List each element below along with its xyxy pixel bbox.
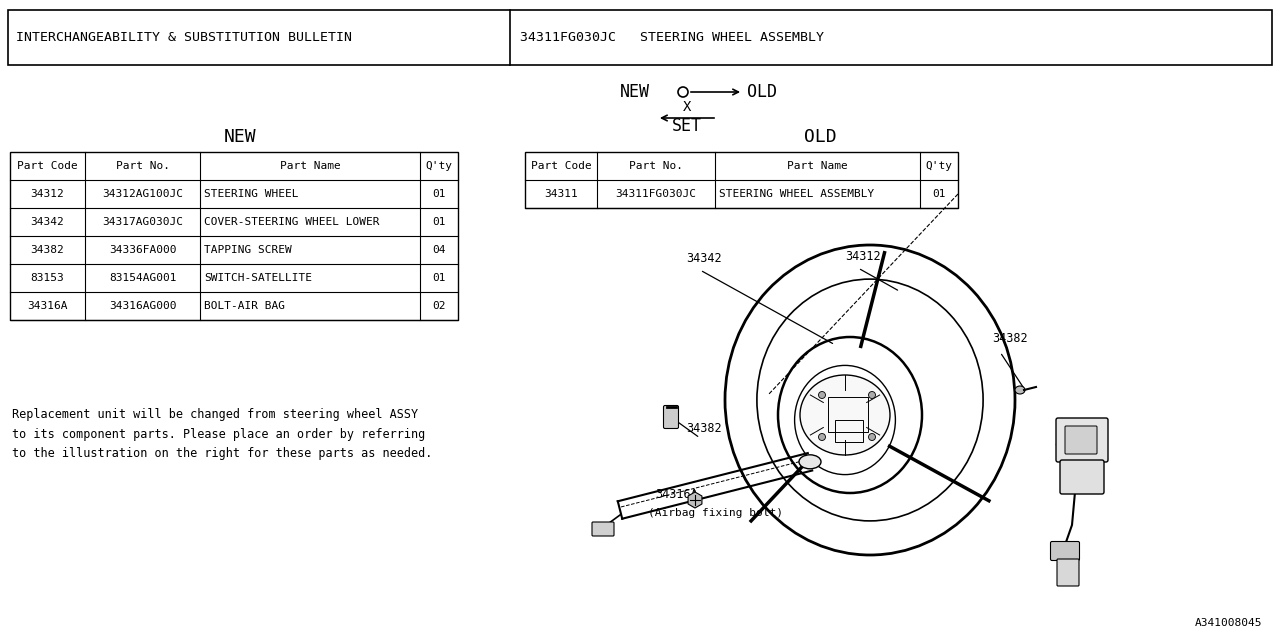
Text: 01: 01 <box>433 273 445 283</box>
FancyBboxPatch shape <box>1056 418 1108 462</box>
Text: Part No.: Part No. <box>628 161 684 171</box>
Text: Part Name: Part Name <box>279 161 340 171</box>
Text: 34382: 34382 <box>992 332 1028 345</box>
Text: (Airbag fixing bolt): (Airbag fixing bolt) <box>648 508 783 518</box>
Text: 01: 01 <box>433 189 445 199</box>
Bar <box>8 10 1272 65</box>
Text: 34316A: 34316A <box>655 488 698 501</box>
Text: OLD: OLD <box>748 83 777 101</box>
Text: 34382: 34382 <box>31 245 64 255</box>
Bar <box>828 397 868 432</box>
Text: Q'ty: Q'ty <box>925 161 952 171</box>
FancyBboxPatch shape <box>1051 541 1079 561</box>
Text: 83154AG001: 83154AG001 <box>109 273 177 283</box>
Text: 34342: 34342 <box>31 217 64 227</box>
Text: SWITCH-SATELLITE: SWITCH-SATELLITE <box>204 273 312 283</box>
Text: TAPPING SCREW: TAPPING SCREW <box>204 245 292 255</box>
FancyBboxPatch shape <box>591 522 614 536</box>
Ellipse shape <box>799 455 820 469</box>
Text: 34312AG100JC: 34312AG100JC <box>102 189 183 199</box>
Text: 34342: 34342 <box>686 252 722 265</box>
FancyBboxPatch shape <box>1057 559 1079 586</box>
Text: STEERING WHEEL: STEERING WHEEL <box>204 189 298 199</box>
Bar <box>10 152 458 320</box>
Text: Part No.: Part No. <box>115 161 169 171</box>
FancyBboxPatch shape <box>1060 460 1103 494</box>
Text: STEERING WHEEL ASSEMBLY: STEERING WHEEL ASSEMBLY <box>719 189 874 199</box>
Text: Q'ty: Q'ty <box>425 161 453 171</box>
Text: NEW: NEW <box>620 83 650 101</box>
Circle shape <box>869 433 876 440</box>
Text: 83153: 83153 <box>31 273 64 283</box>
Text: 34382: 34382 <box>686 422 722 435</box>
Text: 01: 01 <box>932 189 946 199</box>
Text: Part Code: Part Code <box>17 161 78 171</box>
Bar <box>525 152 957 208</box>
Text: Part Code: Part Code <box>531 161 591 171</box>
Text: 34311FG030JC: 34311FG030JC <box>616 189 696 199</box>
Circle shape <box>818 433 826 440</box>
Text: 01: 01 <box>433 217 445 227</box>
FancyBboxPatch shape <box>1065 426 1097 454</box>
Text: SET: SET <box>672 117 701 135</box>
Text: 34311FG030JC   STEERING WHEEL ASSEMBLY: 34311FG030JC STEERING WHEEL ASSEMBLY <box>520 31 824 44</box>
Text: NEW: NEW <box>224 128 256 146</box>
Text: 34316AG000: 34316AG000 <box>109 301 177 311</box>
Text: 34312: 34312 <box>845 250 881 263</box>
Text: BOLT-AIR BAG: BOLT-AIR BAG <box>204 301 285 311</box>
Text: 04: 04 <box>433 245 445 255</box>
Text: 34317AG030JC: 34317AG030JC <box>102 217 183 227</box>
Circle shape <box>818 392 826 399</box>
Text: 83153: 83153 <box>1053 437 1089 450</box>
Text: 34316A: 34316A <box>27 301 68 311</box>
Text: Replacement unit will be changed from steering wheel ASSY
to its component parts: Replacement unit will be changed from st… <box>12 408 433 460</box>
Text: 34312: 34312 <box>31 189 64 199</box>
Text: Part Name: Part Name <box>787 161 847 171</box>
Circle shape <box>869 392 876 399</box>
Text: COVER-STEERING WHEEL LOWER: COVER-STEERING WHEEL LOWER <box>204 217 379 227</box>
Text: A341008045: A341008045 <box>1194 618 1262 628</box>
Text: 34336FA000: 34336FA000 <box>109 245 177 255</box>
Text: 02: 02 <box>433 301 445 311</box>
Text: 34311: 34311 <box>544 189 577 199</box>
Text: INTERCHANGEABILITY & SUBSTITUTION BULLETIN: INTERCHANGEABILITY & SUBSTITUTION BULLET… <box>15 31 352 44</box>
Bar <box>835 420 863 442</box>
FancyBboxPatch shape <box>663 406 678 429</box>
Ellipse shape <box>1015 386 1025 394</box>
Text: OLD: OLD <box>804 128 836 146</box>
Text: X: X <box>682 100 691 114</box>
Ellipse shape <box>800 375 890 455</box>
